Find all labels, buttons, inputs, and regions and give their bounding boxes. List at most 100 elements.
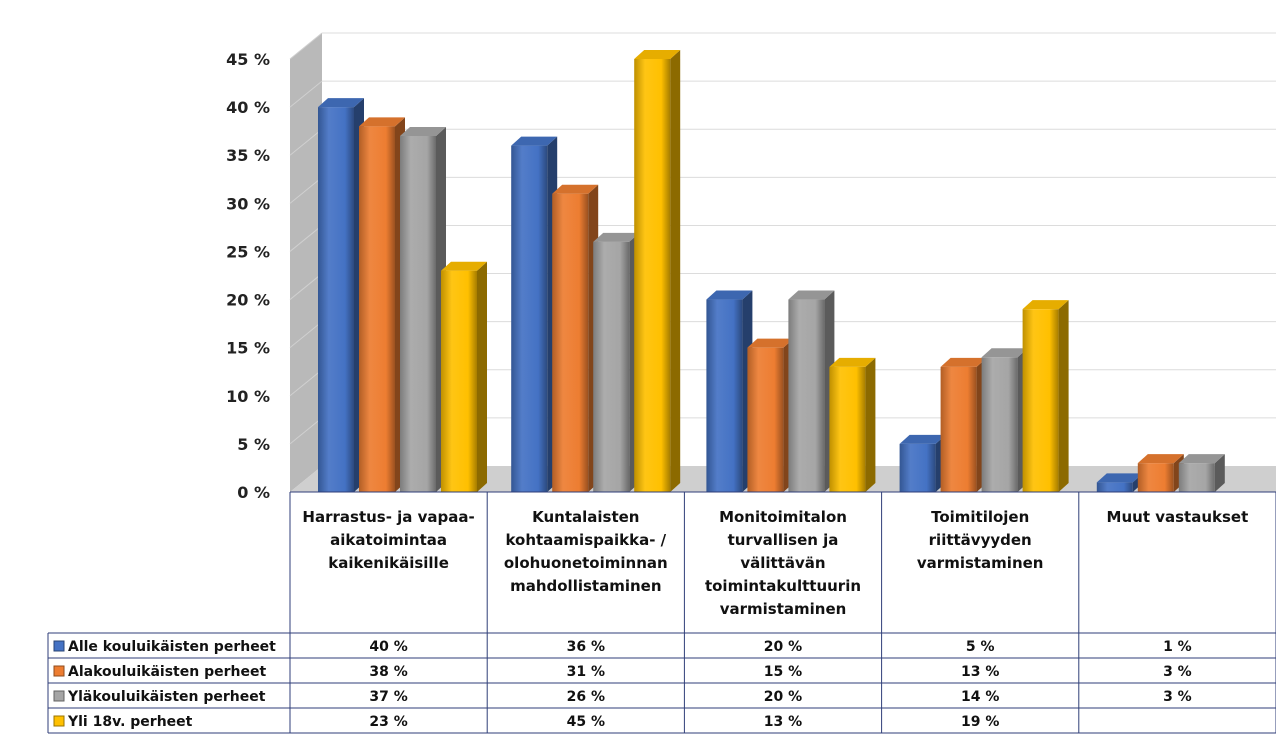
gridline-depth [289,80,323,108]
bar [940,357,987,492]
bar-top [788,290,835,300]
gridline-depth [289,273,323,300]
bar-top [552,184,599,194]
bar [552,184,599,492]
bar-side [1214,454,1225,492]
bar-front [1022,309,1059,492]
data-label: 38 % [369,664,407,680]
y-tick-label: 0 % [237,483,270,502]
y-tick-label: 10 % [226,387,270,406]
bar [634,50,681,492]
bar [1096,473,1143,492]
bar-top [981,348,1028,358]
category-label: varmistaminen [917,554,1044,572]
bar-top [706,290,753,300]
bar-top [747,338,794,348]
bar-top [829,357,876,367]
bar-top [400,126,446,136]
data-label: 5 % [966,639,995,655]
category-label: turvallisen ja [728,531,839,549]
bar-top [593,232,640,242]
legend-label: Yläkouluikäisten perheet [67,689,266,705]
bar [318,98,364,492]
data-label: 3 % [1163,689,1192,705]
category-label: välittävän [740,554,825,572]
data-label: 15 % [764,664,802,680]
category-label: Kuntalaisten [532,508,639,526]
data-label: 40 % [369,639,407,655]
category-label: varmistaminen [720,600,847,618]
bar-side [670,50,681,492]
bar-top [1137,454,1184,464]
gridline-depth [289,176,323,204]
y-tick-label: 30 % [226,194,270,213]
bar-front [359,126,395,492]
bar-side [1058,300,1069,492]
legend-label: Yli 18v. perheet [67,714,193,730]
category-label: toimintakulttuurin [705,577,861,595]
data-label: 1 % [1163,639,1192,655]
y-tick-label: 5 % [237,435,270,454]
bar-top [359,117,405,127]
bar-top [1178,454,1225,464]
legend-key [53,715,65,727]
legend-key [53,640,65,652]
bar-side [477,261,487,492]
gridline-depth [289,32,323,60]
bar-front [788,299,825,492]
category-label: aikatoimintaa [330,531,447,549]
bar-front [441,270,477,492]
data-label: 37 % [369,689,407,705]
bar [593,232,640,493]
bar-top [318,98,364,108]
bar-front [940,366,977,492]
bar-front [1096,482,1133,492]
bar-front [1178,463,1215,492]
bar-front [593,241,630,492]
bar [981,348,1028,492]
gridline-depth [289,417,323,445]
category-label: kaikenikäisille [328,554,449,572]
bar-top [899,434,946,444]
bar [359,117,405,492]
bar-front [747,347,784,492]
data-label: 14 % [961,689,999,705]
bar-front [899,443,936,492]
category-label: Harrastus- ja vapaa- [302,508,474,526]
data-label: 13 % [764,714,802,730]
bar-top [1022,300,1069,310]
data-label: 13 % [961,664,999,680]
bar [511,136,558,492]
data-label: 23 % [369,714,407,730]
bar [400,126,446,492]
bar [1022,300,1069,492]
bar [747,338,794,492]
bar-front [634,59,671,492]
data-label: 26 % [567,689,605,705]
bar [1137,454,1184,492]
bar-front [981,357,1018,492]
legend-label: Alakouluikäisten perheet [68,664,266,680]
bar-side [865,357,876,492]
category-label: mahdollistaminen [510,577,661,595]
bar-front [400,135,436,492]
gridline-depth [289,225,323,252]
category-label: Monitoimitalon [719,508,847,526]
y-tick-label: 20 % [226,291,270,310]
bar [706,290,753,492]
bar-top [940,357,987,367]
bar-top [441,261,487,271]
data-label: 19 % [961,714,999,730]
gridline-depth [289,369,323,397]
bar-front [511,145,548,492]
bar-front [706,299,743,492]
bar [899,434,946,492]
bar-front [552,193,589,492]
bar-front [318,107,354,492]
y-tick-label: 40 % [226,98,270,117]
category-label: kohtaamispaikka- / [505,531,666,549]
bar-front [829,366,866,492]
bar [441,261,487,492]
category-label: Muut vastaukset [1107,508,1249,526]
